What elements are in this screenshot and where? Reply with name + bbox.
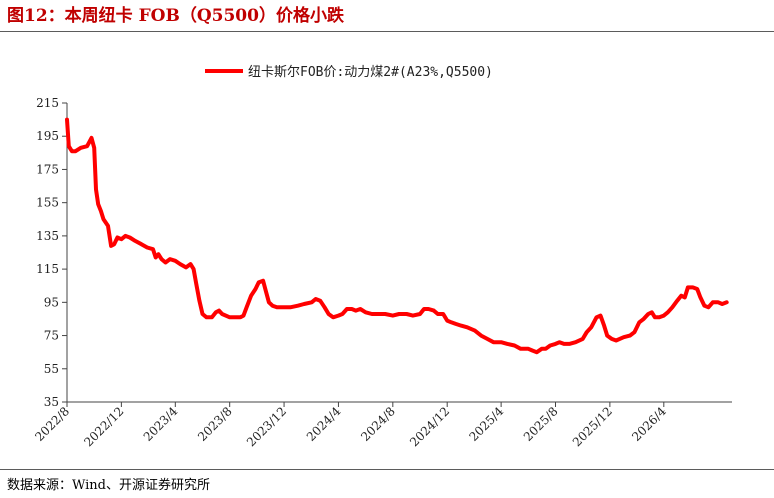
title-rule (0, 31, 774, 32)
legend-label: 纽卡斯尔FOB价:动力煤2#(A23%,Q5500) (248, 65, 493, 80)
line-chart: 纽卡斯尔FOB价:动力煤2#(A23%,Q5500) 35 55 75 95 115 13… (32, 65, 732, 449)
x-tick-label: 2022/12 (81, 404, 126, 449)
y-tick-label: 175 (36, 162, 59, 176)
x-tick-label: 2023/4 (141, 404, 181, 444)
series-line (65, 117, 729, 355)
x-tick-label: 2024/4 (304, 404, 344, 444)
figure-title: 图12：本周纽卡 FOB（Q5500）价格小跌 (7, 6, 344, 26)
x-axis: 2022/8 2022/12 2023/4 2023/8 2023/12 2024/4 20… (32, 401, 732, 449)
y-tick-label: 115 (36, 262, 59, 276)
x-tick-label: 2025/8 (521, 404, 561, 444)
chart-legend: 纽卡斯尔FOB价:动力煤2#(A23%,Q5500) (205, 65, 493, 80)
y-tick-label: 215 (36, 96, 59, 110)
x-tick-label: 2022/8 (32, 404, 72, 444)
x-tick-label: 2023/8 (195, 404, 235, 444)
y-tick-label: 135 (36, 229, 59, 243)
y-axis: 35 55 75 95 115 135 155 175 195 215 (36, 96, 68, 409)
y-tick-label: 155 (36, 196, 59, 210)
y-tick-label: 55 (44, 362, 59, 376)
x-tick-label: 2024/8 (358, 404, 398, 444)
x-tick-label: 2025/12 (570, 404, 615, 449)
y-tick-label: 35 (44, 395, 59, 409)
x-tick-label: 2025/4 (466, 404, 506, 444)
x-tick-label: 2024/12 (407, 404, 452, 449)
x-tick-label: 2023/12 (244, 404, 289, 449)
y-tick-label: 75 (44, 329, 59, 343)
x-tick-label: 2026/4 (629, 404, 669, 444)
footer-rule (0, 469, 774, 470)
plot-area (65, 117, 729, 355)
source-note: 数据来源：Wind、开源证券研究所 (7, 478, 210, 493)
y-tick-label: 195 (36, 129, 59, 143)
y-tick-label: 95 (44, 295, 59, 309)
